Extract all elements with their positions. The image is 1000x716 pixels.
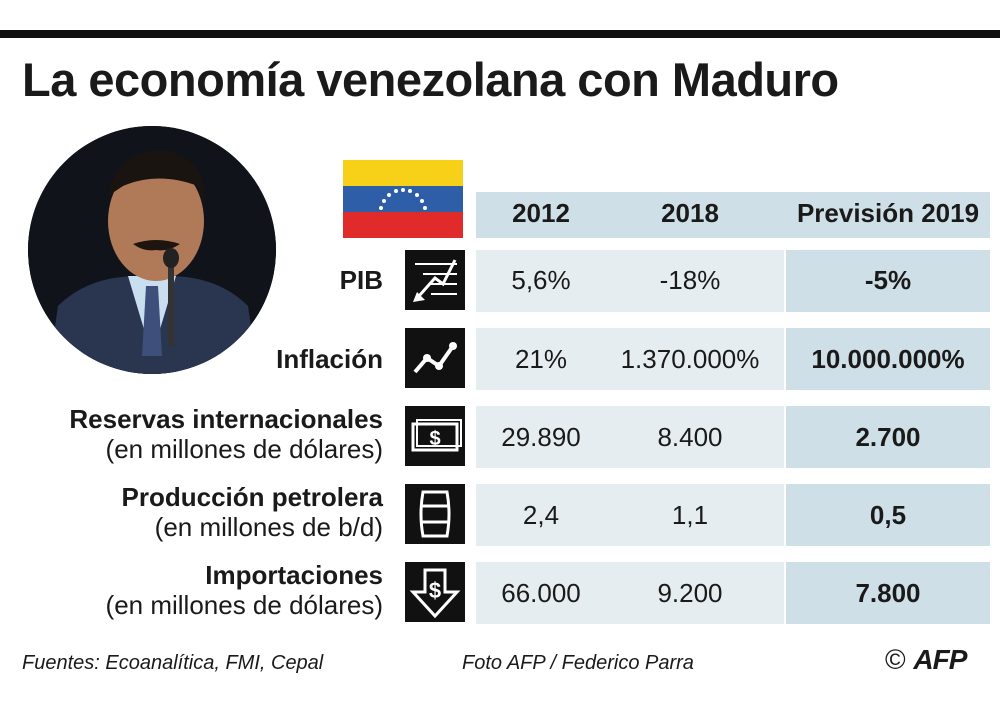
cell-reservas-2019: 2.700 <box>855 422 921 452</box>
row-title: PIB <box>339 265 383 295</box>
page-title: La economía venezolana con Maduro <box>22 53 839 106</box>
row-band-forecast <box>786 562 990 624</box>
cell-importaciones-2018: 9.200 <box>657 578 723 608</box>
row-title: Importaciones <box>205 560 383 590</box>
dollar-down-arrow-icon: $ <box>405 562 465 622</box>
row-band <box>476 484 784 546</box>
photo-credit: Foto AFP / Federico Parra <box>462 652 694 674</box>
column-header-2012: 2012 <box>512 198 570 228</box>
row-band-forecast <box>786 250 990 312</box>
cell-reservas-2012: 29.890 <box>501 422 581 452</box>
svg-text:$: $ <box>429 578 441 603</box>
row-subtitle: (en millones de b/d) <box>154 512 383 542</box>
row-title: Producción petrolera <box>121 482 384 512</box>
svg-text:$: $ <box>429 428 440 450</box>
cell-importaciones-2012: 66.000 <box>501 578 581 608</box>
copyright-symbol: © <box>885 644 906 675</box>
cell-produccion-2012: 2,4 <box>522 500 560 530</box>
row-band-forecast <box>786 406 990 468</box>
cell-reservas-2018: 8.400 <box>657 422 723 452</box>
column-header-2018: 2018 <box>661 198 719 228</box>
cell-pib-2012: 5,6% <box>511 265 571 295</box>
cell-pib-2019: -5% <box>864 265 912 295</box>
afp-credit: © AFP <box>885 644 967 676</box>
row-subtitle: (en millones de dólares) <box>105 434 383 464</box>
row-band <box>476 250 784 312</box>
cell-produccion-2019: 0,5 <box>869 500 907 530</box>
row-label-produccion: Producción petrolera (en millones de b/d… <box>122 482 384 542</box>
row-label-importaciones: Importaciones (en millones de dólares) <box>106 560 383 620</box>
cell-inflacion-2012: 21% <box>514 344 568 374</box>
oil-barrel-icon <box>405 484 465 544</box>
row-subtitle: (en millones de dólares) <box>105 590 383 620</box>
table-header-band <box>476 192 990 238</box>
sources-note: Fuentes: Ecoanalítica, FMI, Cepal <box>22 652 324 674</box>
cell-pib-2018: -18% <box>659 265 721 295</box>
trend-line-icon <box>405 328 465 388</box>
row-title: Reservas internacionales <box>69 404 383 434</box>
top-rule <box>0 30 1000 38</box>
column-header-prevision-2019: Previsión 2019 <box>796 198 980 228</box>
cell-importaciones-2019: 7.800 <box>855 578 921 608</box>
chart-down-icon <box>405 250 465 310</box>
banknote-icon: $ <box>405 406 465 466</box>
portrait-photo <box>28 126 276 374</box>
cell-inflacion-2018: 1.370.000% <box>620 344 760 374</box>
venezuela-flag <box>343 160 463 238</box>
row-band <box>476 562 784 624</box>
row-label-pib: PIB <box>340 265 383 295</box>
row-band <box>476 406 784 468</box>
afp-logo: AFP <box>913 644 967 675</box>
row-band <box>476 328 784 390</box>
row-band-forecast <box>786 328 990 390</box>
row-title: Inflación <box>276 344 383 374</box>
row-label-inflacion: Inflación <box>276 344 383 374</box>
row-band-forecast <box>786 484 990 546</box>
cell-inflacion-2019: 10.000.000% <box>811 344 965 374</box>
cell-produccion-2018: 1,1 <box>671 500 709 530</box>
row-label-reservas: Reservas internacionales (en millones de… <box>69 404 383 464</box>
